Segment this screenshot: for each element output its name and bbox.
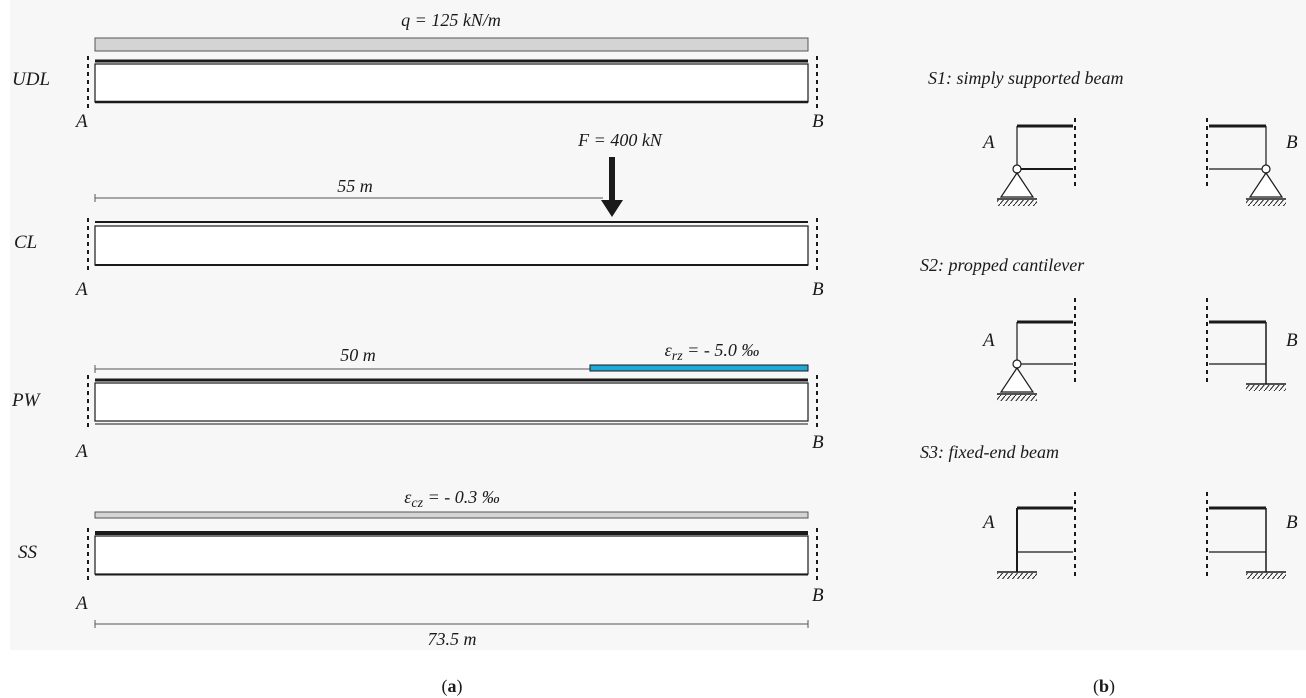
row-pw: 50 m εrz = - 5.0 ‰ PW A B (11, 340, 824, 462)
support-b-label: B (812, 432, 824, 453)
support-a-label: A (74, 279, 88, 300)
pw-dimension-label: 50 m (340, 345, 376, 365)
udl-load-bar (94, 37, 809, 52)
point-load-arrow (601, 157, 623, 217)
panel-b: S1: simply supported beam A B (920, 68, 1298, 579)
scheme-s1-title: S1: simply supported beam (928, 68, 1123, 88)
support-b-label: B (812, 279, 824, 300)
scheme-s1: S1: simply supported beam A B (928, 68, 1298, 206)
beam-section (94, 535, 809, 575)
scheme-s3-right-label: B (1286, 512, 1298, 533)
fixed-support-icon (997, 571, 1037, 579)
scheme-s2-title: S2: propped cantilever (920, 255, 1085, 275)
shrinkage-bar (94, 511, 809, 519)
scheme-s2-right-label: B (1286, 330, 1298, 351)
ss-load-label: εcz = - 0.3 ‰ (404, 487, 499, 511)
beam-section (94, 382, 809, 422)
prestress-bar (589, 364, 809, 372)
pw-load-label: εrz = - 5.0 ‰ (665, 340, 760, 364)
scheme-s1-right-label: B (1286, 132, 1298, 153)
row-label-pw: PW (11, 390, 42, 411)
support-a-label: A (74, 593, 88, 614)
row-label-cl: CL (14, 232, 37, 253)
row-label-udl: UDL (12, 69, 50, 90)
scheme-s2: S2: propped cantilever A B (920, 255, 1298, 401)
support-a-label: A (74, 441, 88, 462)
row-udl: q = 125 kN/m UDL A B (12, 10, 824, 132)
pin-support-icon (997, 359, 1037, 401)
caption-b: (b) (1093, 676, 1115, 697)
support-a-label: A (74, 111, 88, 132)
span-dimension-label: 73.5 m (428, 629, 477, 649)
pin-support-icon (1246, 164, 1286, 206)
beam-section (94, 63, 809, 103)
panel-a: q = 125 kN/m UDL A B F = 400 kN 55 m CL (11, 10, 824, 649)
scheme-s2-left-label: A (981, 330, 995, 351)
support-b-label: B (812, 585, 824, 606)
fixed-support-icon (1246, 571, 1286, 579)
beam-section (94, 225, 809, 266)
scheme-s3-left-label: A (981, 512, 995, 533)
scheme-s1-left-label: A (981, 132, 995, 153)
row-label-ss: SS (18, 542, 38, 563)
row-ss: εcz = - 0.3 ‰ SS A B 73.5 m (18, 487, 824, 649)
cl-dimension-label: 55 m (337, 176, 373, 196)
caption-a: (a) (442, 676, 463, 697)
support-b-label: B (812, 111, 824, 132)
fixed-support-icon (1246, 383, 1286, 391)
pin-support-icon (997, 164, 1037, 206)
cl-load-label: F = 400 kN (577, 130, 663, 150)
scheme-s3: S3: fixed-end beam A B (920, 442, 1298, 579)
udl-load-label: q = 125 kN/m (401, 10, 501, 30)
scheme-s3-title: S3: fixed-end beam (920, 442, 1059, 462)
row-cl: F = 400 kN 55 m CL A B (14, 130, 824, 300)
